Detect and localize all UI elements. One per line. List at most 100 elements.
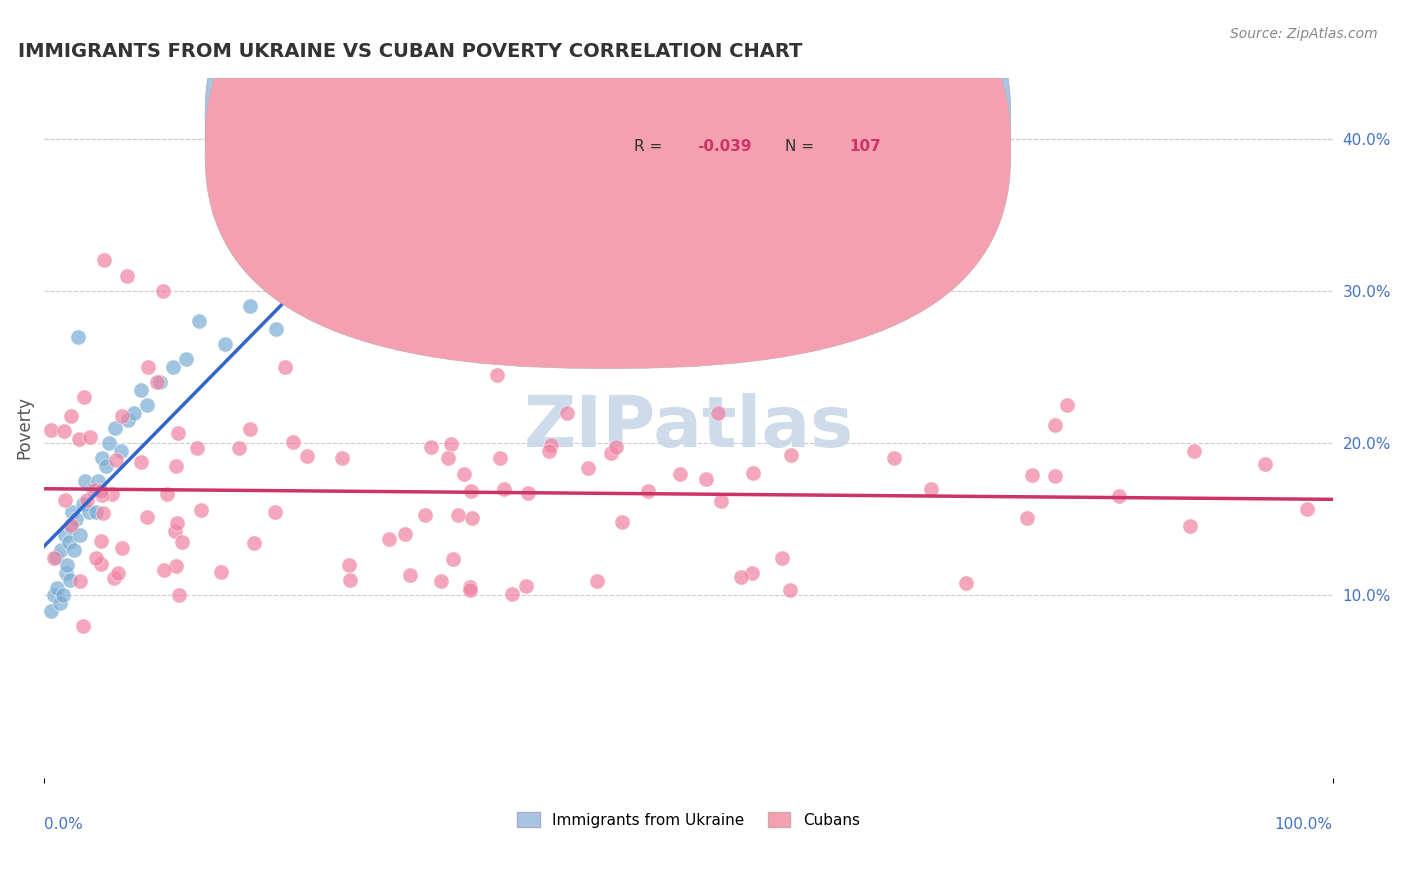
Point [49,542,72,557]
Point [471,208,494,222]
Point [39,423,62,437]
Point [59,573,82,587]
Text: IMMIGRANTS FROM UKRAINE VS CUBAN POVERTY CORRELATION CHART: IMMIGRANTS FROM UKRAINE VS CUBAN POVERTY… [18,42,803,61]
Point [377,533,399,547]
Point [1178,519,1201,533]
Point [883,451,905,466]
Point [413,508,436,523]
Point [59,409,82,423]
Point [1182,444,1205,458]
Point [165,458,187,473]
Point [107,566,129,580]
Point [437,451,460,466]
Point [239,422,262,436]
Point [1254,457,1277,471]
Point [110,443,132,458]
Point [72,619,94,633]
Point [239,299,262,313]
Point [146,375,169,389]
Point [1043,469,1066,483]
Point [330,450,353,465]
Point [190,503,212,517]
Point [209,565,232,579]
Point [492,482,515,496]
Point [707,406,730,420]
Point [440,437,463,451]
Point [297,449,319,463]
Point [167,426,190,441]
Point [186,441,208,455]
Point [695,472,717,486]
Point [1108,489,1130,503]
Point [91,506,114,520]
Point [281,435,304,450]
Point [447,508,470,522]
Point [124,406,146,420]
Point [394,526,416,541]
FancyBboxPatch shape [560,88,998,186]
Point [115,268,138,283]
Point [264,505,287,519]
Point [187,314,209,328]
Point [59,518,82,533]
Point [100,487,122,501]
Legend: Immigrants from Ukraine, Cubans: Immigrants from Ukraine, Cubans [512,805,866,834]
Text: -0.039: -0.039 [697,139,752,153]
Point [441,551,464,566]
Point [62,505,84,519]
Y-axis label: Poverty: Poverty [15,396,32,459]
Point [669,467,692,481]
Point [131,455,153,469]
Point [82,482,104,496]
Text: R =: R = [634,139,662,153]
Point [730,570,752,584]
Point [75,474,97,488]
Point [1043,418,1066,433]
Point [149,375,172,389]
Point [167,588,190,602]
Point [460,483,482,498]
Point [458,583,481,598]
Point [1056,398,1078,412]
Point [84,483,107,497]
Point [103,571,125,585]
Point [45,550,67,565]
Point [79,430,101,444]
Point [69,527,91,541]
Text: 107: 107 [849,139,882,153]
Point [228,441,250,455]
Point [94,458,117,473]
Point [742,467,765,481]
Point [90,534,112,549]
Point [501,587,523,601]
Text: 0.0%: 0.0% [44,817,83,831]
Point [46,581,69,595]
Point [135,510,157,524]
Point [104,421,127,435]
Point [66,329,89,343]
Point [165,559,187,574]
Point [517,485,540,500]
Point [540,438,562,452]
Point [90,557,112,571]
Point [605,440,627,454]
Point [460,580,482,594]
Point [339,573,361,587]
Point [779,448,801,462]
Text: R =: R = [634,110,662,125]
Point [84,505,107,519]
Point [710,493,733,508]
Text: 100.0%: 100.0% [1275,817,1333,831]
Point [93,253,115,268]
Point [76,493,98,508]
Text: Source: ZipAtlas.com: Source: ZipAtlas.com [1230,27,1378,41]
Point [174,352,197,367]
Point [1021,467,1043,482]
FancyBboxPatch shape [205,0,1011,341]
Point [104,453,127,467]
Point [91,451,114,466]
Point [555,406,578,420]
Point [62,542,84,557]
Point [136,359,159,374]
Point [87,474,110,488]
